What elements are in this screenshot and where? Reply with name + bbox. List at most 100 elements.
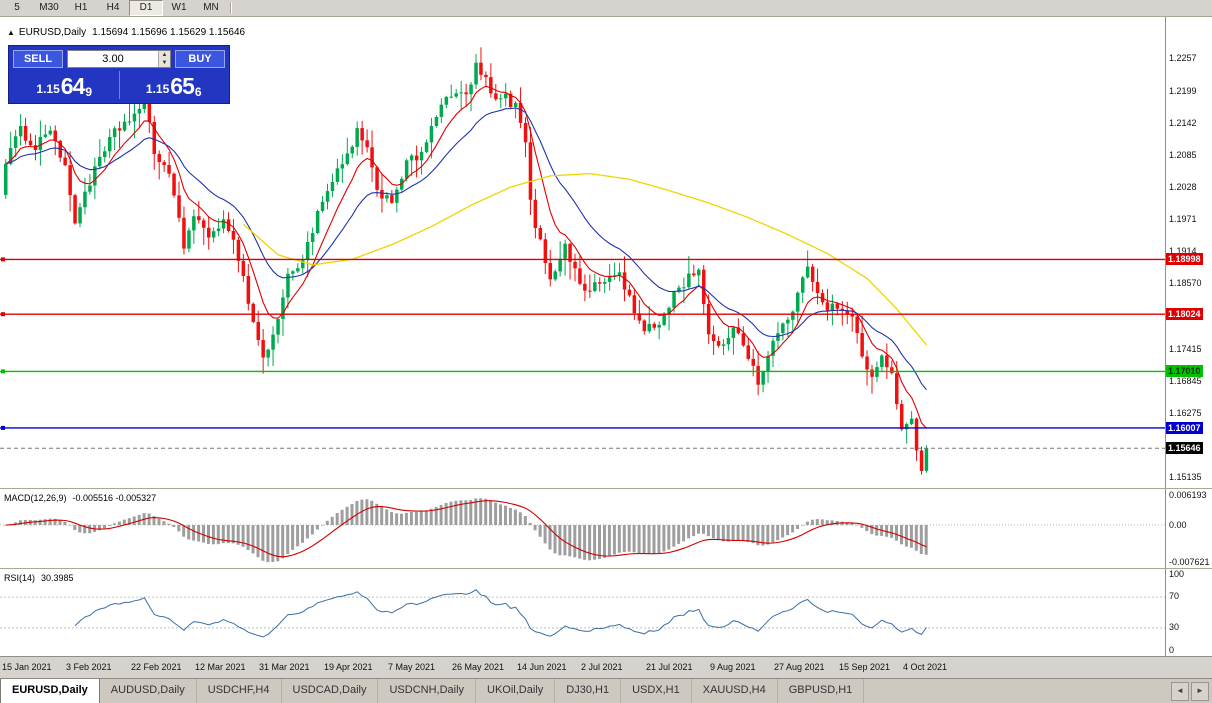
tab-scroll-right-icon[interactable]: ►: [1191, 681, 1209, 701]
tab-scroll-left-icon[interactable]: ◄: [1171, 681, 1189, 701]
chart-tab-audusd-daily[interactable]: AUDUSD,Daily: [100, 679, 197, 703]
price-axis-label: 1.2199: [1169, 86, 1197, 96]
volume-down-arrow-icon[interactable]: ▼: [161, 60, 168, 66]
time-axis-label: 9 Aug 2021: [710, 662, 756, 672]
rsi-canvas[interactable]: [0, 570, 1165, 656]
sell-button[interactable]: SELL: [13, 50, 63, 68]
timeframe-button-h4[interactable]: H4: [106, 2, 120, 13]
time-axis-label: 14 Jun 2021: [517, 662, 567, 672]
price-axis-label: 1.1971: [1169, 214, 1197, 224]
chart-region: ▲ EURUSD,Daily 1.15694 1.15696 1.15629 1.1…: [0, 17, 1212, 678]
macd-axis-label: -0.007621: [1169, 557, 1210, 567]
time-axis-label: 3 Feb 2021: [66, 662, 112, 672]
time-axis-label: 15 Sep 2021: [839, 662, 891, 672]
buy-price-prefix: 1.15: [145, 82, 170, 96]
time-axis-label: 19 Apr 2021: [324, 662, 373, 672]
time-axis-label: 26 May 2021: [452, 662, 505, 672]
chart-tab-ukoil-daily[interactable]: UKOil,Daily: [476, 679, 556, 703]
rsi-value: 30.3985: [41, 573, 74, 583]
chart-symbol-label: EURUSD,Daily: [18, 27, 87, 38]
price-line-tag: 1.18024: [1166, 308, 1203, 320]
macd-axis: 0.006193 0.00 -0.007621: [1165, 489, 1212, 568]
time-axis-label: 12 Mar 2021: [195, 662, 246, 672]
timeframe-toolbar: 5 M30 H1 H4 D1 W1 MN: [0, 0, 1212, 17]
rsi-axis-label: 70: [1169, 591, 1180, 601]
chart-title: ▲ EURUSD,Daily 1.15694 1.15696 1.15629 1.1…: [7, 27, 245, 38]
time-axis-label: 27 Aug 2021: [774, 662, 825, 672]
time-axis-label: 15 Jan 2021: [2, 662, 52, 672]
chart-tab-usdcad-daily[interactable]: USDCAD,Daily: [282, 679, 379, 703]
price-line-tag: 1.16007: [1166, 422, 1203, 434]
macd-axis-label: 0.00: [1169, 520, 1187, 530]
ma-slow-line: [242, 172, 927, 346]
chart-tab-gbpusd-h1[interactable]: GBPUSD,H1: [778, 679, 865, 703]
timeframe-button-mn[interactable]: MN: [203, 2, 219, 13]
timeframe-button-5[interactable]: 5: [14, 2, 20, 13]
time-axis-label: 4 Oct 2021: [903, 662, 948, 672]
sell-price-point: 9: [85, 85, 93, 99]
macd-pane: MACD(12,26,9) -0.005516 -0.005327 0.00619…: [0, 488, 1212, 568]
sell-price-prefix: 1.15: [36, 82, 60, 96]
price-chart-canvas[interactable]: [0, 17, 1165, 488]
rsi-axis: 100 70 30 0: [1165, 569, 1212, 656]
price-axis-label: 1.2142: [1169, 118, 1197, 128]
buy-price-display: 1.15 65 6: [123, 71, 226, 99]
macd-label: MACD(12,26,9) -0.005516 -0.005327: [4, 493, 156, 503]
buy-price-pips: 65: [170, 73, 195, 99]
sell-price-pips: 64: [60, 73, 86, 99]
rsi-label: RSI(14) 30.3985: [4, 573, 74, 583]
macd-values: -0.005516 -0.005327: [72, 493, 157, 503]
price-axis-label: 1.2257: [1169, 53, 1197, 63]
line-handle-icon[interactable]: [1, 425, 5, 430]
price-axis-label: 1.2028: [1169, 182, 1197, 192]
rsi-name: RSI(14): [4, 573, 36, 583]
price-axis-label: 1.15135: [1169, 472, 1202, 482]
time-axis-label: 2 Jul 2021: [581, 662, 623, 672]
one-click-trading-panel: SELL 3.00 ▲ ▼ BUY 1.15 64 9: [8, 45, 230, 104]
macd-name: MACD(12,26,9): [4, 493, 67, 503]
rsi-pane: RSI(14) 30.3985 100 70 30 0: [0, 568, 1212, 656]
quote-divider: [118, 71, 120, 99]
chart-tab-usdchf-h4[interactable]: USDCHF,H4: [197, 679, 282, 703]
chart-tab-eurusd-daily[interactable]: EURUSD,Daily: [0, 679, 100, 703]
timeframe-button-w1[interactable]: W1: [171, 2, 187, 13]
time-axis-label: 7 May 2021: [388, 662, 436, 672]
time-axis-label: 21 Jul 2021: [646, 662, 693, 672]
toolbar-separator: [230, 2, 231, 14]
chart-tab-usdx-h1[interactable]: USDX,H1: [621, 679, 692, 703]
macd-signal-line: [5, 500, 927, 558]
volume-value[interactable]: 3.00: [102, 53, 124, 65]
line-handle-icon[interactable]: [1, 312, 5, 317]
volume-spinner[interactable]: ▲ ▼: [158, 51, 170, 67]
price-axis-label: 1.17415: [1169, 344, 1202, 354]
tab-scroll-controls: ◄ ►: [1171, 679, 1212, 703]
chart-tab-xauusd-h4[interactable]: XAUUSD,H4: [692, 679, 778, 703]
timeframe-button-m30[interactable]: M30: [39, 2, 59, 13]
timeframe-button-h1[interactable]: H1: [74, 2, 88, 13]
volume-up-arrow-icon[interactable]: ▲: [161, 52, 168, 58]
line-handle-icon[interactable]: [1, 257, 5, 262]
time-axis: 15 Jan 2021 3 Feb 2021 22 Feb 2021 12 Mar 2…: [0, 656, 1212, 678]
chart-tab-usdcnh-daily[interactable]: USDCNH,Daily: [378, 679, 477, 703]
chart-tab-dj30-h1[interactable]: DJ30,H1: [555, 679, 622, 703]
price-axis-label: 1.2085: [1169, 150, 1197, 160]
rsi-axis-label: 30: [1169, 622, 1180, 632]
sell-price-display: 1.15 64 9: [13, 71, 116, 99]
timeframe-button-d1[interactable]: D1: [129, 0, 163, 16]
price-line-tag: 1.18998: [1166, 253, 1203, 265]
one-click-collapse-icon[interactable]: ▲: [7, 28, 15, 37]
rsi-axis-label: 0: [1169, 645, 1175, 655]
time-axis-label: 31 Mar 2021: [259, 662, 310, 672]
chart-tab-bar: EURUSD,Daily AUDUSD,Daily USDCHF,H4 USDCAD,…: [0, 678, 1212, 703]
ma-fast-line: [5, 85, 927, 429]
macd-axis-label: 0.006193: [1169, 490, 1207, 500]
volume-input[interactable]: 3.00 ▲ ▼: [67, 50, 171, 68]
price-axis: 1.2257 1.2199 1.2142 1.2085 1.2028 1.1971 1.19…: [1165, 17, 1212, 488]
time-axis-label: 22 Feb 2021: [131, 662, 182, 672]
line-handle-icon[interactable]: [1, 369, 5, 374]
buy-button[interactable]: BUY: [175, 50, 225, 68]
macd-histogram: [4, 498, 928, 562]
rsi-axis-label: 100: [1169, 569, 1185, 579]
macd-canvas[interactable]: [0, 490, 1165, 568]
